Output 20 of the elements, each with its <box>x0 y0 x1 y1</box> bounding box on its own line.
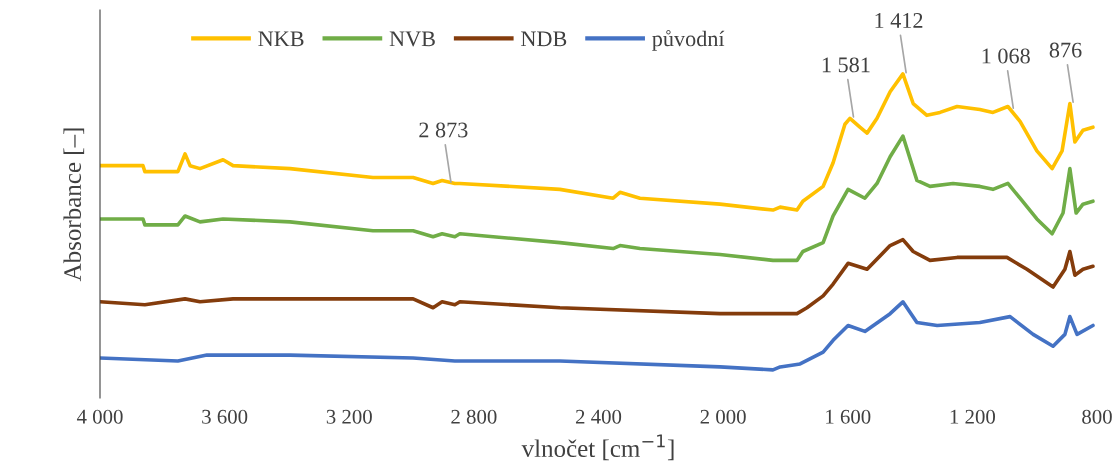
legend-label: NDB <box>521 31 567 47</box>
x-tick-label: 4 000 <box>76 409 123 424</box>
y-axis-title: Absorbance [–] <box>63 128 85 282</box>
x-tick-label: 3 200 <box>326 409 372 424</box>
x-tick-label: 3 600 <box>202 409 248 424</box>
x-tick-label: 1 200 <box>950 409 996 424</box>
x-tick-label: 2 000 <box>700 409 746 424</box>
annotation: 2 873 <box>419 122 468 138</box>
legend-label: NVB <box>389 31 435 47</box>
legend-label: původní <box>652 30 725 51</box>
annotation: 876 <box>1049 42 1082 58</box>
x-tick-label: 800 <box>1082 409 1112 424</box>
x-axis-title: vlnočet [cm$^{−1}$] <box>521 434 674 461</box>
x-tick-label: 1 600 <box>826 409 871 424</box>
x-tick-label: 2 800 <box>451 409 497 424</box>
x-tick-label: 2 400 <box>575 409 622 424</box>
annotation: 1 068 <box>982 48 1030 64</box>
legend-label: NKB <box>258 31 304 47</box>
annotation: 1 581 <box>822 57 870 73</box>
annotation: 1 412 <box>875 13 923 28</box>
